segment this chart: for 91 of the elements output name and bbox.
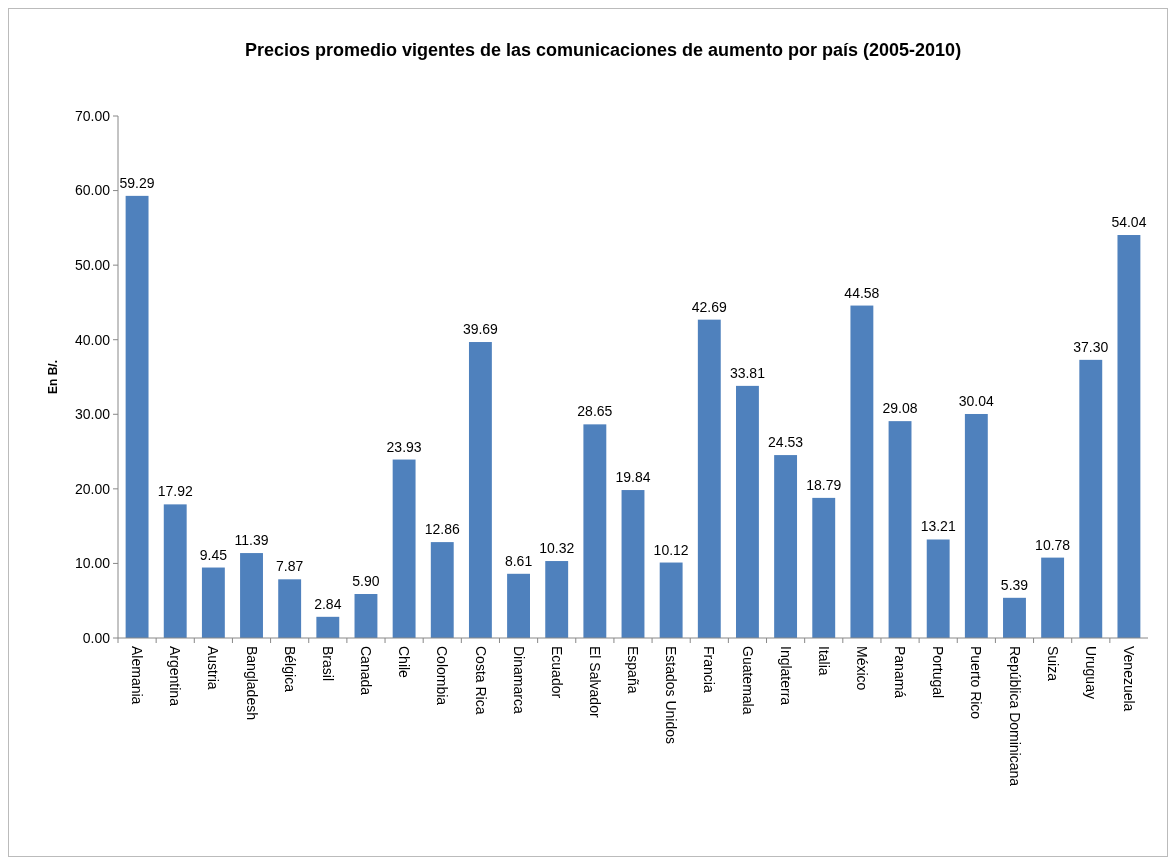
- data-label: 37.30: [1073, 338, 1109, 355]
- x-tick-label: Puerto Rico: [968, 646, 985, 720]
- x-tick-label: Argentina: [167, 646, 184, 707]
- data-label: 42.69: [691, 298, 728, 315]
- data-label: 5.39: [1000, 576, 1029, 593]
- data-label: 10.12: [653, 541, 689, 558]
- x-tick-label: Guatemala: [739, 646, 756, 715]
- data-label: 13.21: [920, 518, 956, 535]
- x-tick-label: Ecuador: [548, 646, 565, 699]
- data-label: 23.93: [386, 438, 422, 455]
- data-label: 9.45: [199, 546, 228, 563]
- y-tick-label: 20.00: [74, 480, 111, 497]
- x-tick-label: Chile: [396, 646, 413, 679]
- data-label: 30.04: [958, 392, 995, 409]
- bar: [125, 195, 149, 638]
- y-axis-title: En B/.: [46, 359, 60, 395]
- x-tick-label: Panamá: [892, 646, 909, 699]
- x-tick-label: Brasil: [319, 646, 336, 682]
- x-tick-label: Dinamarca: [510, 646, 527, 714]
- bar: [736, 385, 759, 638]
- data-label: 29.08: [882, 400, 918, 417]
- x-tick-label: Canada: [358, 646, 375, 696]
- bar: [278, 579, 302, 638]
- data-label: 39.69: [462, 321, 499, 338]
- bar: [316, 616, 340, 638]
- data-label: 33.81: [729, 364, 766, 381]
- data-label: 18.79: [806, 476, 842, 493]
- x-tick-label: Bangladesh: [243, 646, 260, 720]
- y-tick-label: 70.00: [74, 107, 111, 124]
- y-tick-label: 40.00: [74, 331, 111, 348]
- bar: [621, 490, 645, 638]
- data-label: 59.29: [119, 174, 155, 191]
- bar: [240, 553, 263, 638]
- bar: [1041, 557, 1065, 638]
- bar: [507, 573, 530, 638]
- data-label: 17.92: [157, 483, 193, 500]
- bar: [583, 424, 607, 638]
- bar: [774, 455, 798, 638]
- bar: [812, 497, 836, 638]
- bar: [850, 305, 874, 638]
- x-tick-label: Alemania: [129, 646, 146, 705]
- y-tick-label: 0.00: [82, 629, 111, 646]
- x-tick-label: Uruguay: [1082, 646, 1099, 699]
- x-tick-label: México: [853, 646, 870, 691]
- x-tick-label: Francia: [701, 646, 718, 693]
- data-label: 7.87: [276, 558, 304, 575]
- bar: [354, 594, 378, 638]
- x-tick-label: Austria: [205, 646, 222, 690]
- chart-title: Precios promedio vigentes de las comunicaciones de aumento por país (2005-2010): [244, 40, 962, 60]
- y-tick-label: 50.00: [74, 257, 111, 274]
- data-label: 8.61: [504, 552, 533, 569]
- x-tick-label: Costa Rica: [472, 646, 489, 715]
- x-tick-label: El Salvador: [586, 646, 603, 718]
- y-tick-label: 30.00: [74, 406, 111, 423]
- bar: [888, 421, 912, 638]
- x-tick-label: Italia: [815, 646, 832, 676]
- data-label: 54.04: [1111, 214, 1147, 231]
- data-label: 28.65: [577, 403, 613, 420]
- x-tick-label: Portugal: [930, 646, 947, 699]
- x-tick-label: Venezuela: [1121, 646, 1138, 712]
- y-tick-label: 60.00: [74, 182, 111, 199]
- data-label: 2.84: [314, 595, 342, 612]
- data-label: 24.53: [768, 434, 804, 451]
- x-tick-label: Inglaterra: [777, 646, 794, 706]
- bar: [697, 319, 721, 638]
- bar: [926, 539, 950, 638]
- bar: [392, 459, 416, 638]
- x-tick-label: España: [625, 646, 642, 694]
- bar: [1117, 235, 1141, 638]
- bar: [964, 413, 988, 638]
- y-tick-label: 10.00: [74, 555, 111, 572]
- x-tick-label: Bélgica: [281, 646, 298, 693]
- bar: [201, 567, 225, 638]
- data-label: 19.84: [615, 469, 651, 486]
- bar: [430, 542, 454, 638]
- data-label: 10.32: [539, 540, 575, 557]
- data-label: 5.90: [352, 573, 380, 589]
- bar: [468, 342, 492, 638]
- data-label: 10.78: [1035, 536, 1071, 553]
- data-label: 12.86: [424, 521, 460, 538]
- x-tick-label: Suiza: [1044, 646, 1061, 682]
- x-tick-label: República Dominicana: [1006, 646, 1023, 787]
- x-tick-label: Colombia: [434, 646, 451, 706]
- x-tick-label: Estados Unidos: [663, 646, 680, 745]
- data-label: 44.58: [844, 284, 880, 301]
- bar: [1079, 359, 1103, 638]
- bar: [659, 562, 683, 638]
- bar: [163, 504, 187, 638]
- bar: [1003, 597, 1026, 638]
- data-label: 11.39: [234, 532, 269, 549]
- bar: [545, 561, 569, 638]
